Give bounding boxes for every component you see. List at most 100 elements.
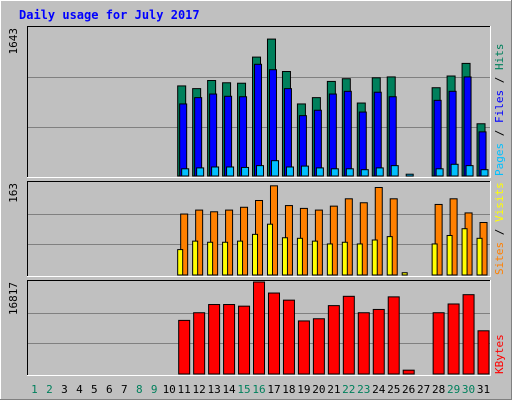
x-tick-label-day-24: 24	[372, 383, 386, 396]
bar-visits-day-14	[222, 241, 229, 276]
bar-visits-day-29	[446, 234, 453, 276]
bar-visits-day-31	[476, 237, 483, 276]
bar-visits-day-23	[356, 243, 363, 276]
x-tick-label-day-5: 5	[91, 383, 98, 396]
bar-kbytes-day-31	[477, 330, 490, 375]
bar-visits-day-11	[177, 249, 184, 276]
bar-pages-day-13	[211, 166, 220, 177]
x-tick-label-day-30: 30	[462, 383, 475, 396]
bar-sites-day-28	[434, 203, 443, 276]
bar-files-day-30	[463, 76, 472, 177]
bar-pages-day-22	[345, 168, 354, 177]
bar-files-day-13	[209, 93, 218, 177]
bar-pages-day-11	[181, 168, 190, 177]
bar-pages-day-29	[450, 163, 459, 177]
x-tick-label-day-22: 22	[342, 383, 355, 396]
bar-pages-day-25	[390, 165, 399, 177]
bar-kbytes-day-21	[327, 305, 340, 375]
x-tick-label-day-15: 15	[237, 383, 250, 396]
bar-files-day-14	[224, 95, 233, 177]
bar-files-day-21	[328, 93, 337, 177]
x-tick-label-day-6: 6	[106, 383, 113, 396]
bar-files-day-25	[388, 96, 397, 177]
bar-kbytes-day-12	[193, 312, 206, 375]
legend-item-files: Files	[493, 90, 506, 123]
bar-kbytes-day-29	[447, 303, 460, 375]
bar-kbytes-day-13	[208, 304, 221, 375]
bar-kbytes-day-25	[387, 296, 400, 375]
bar-visits-day-22	[341, 241, 348, 276]
bar-pages-day-24	[375, 167, 384, 177]
x-tick-label-day-19: 19	[297, 383, 310, 396]
bar-sites-day-21	[329, 205, 338, 276]
x-tick-label-day-21: 21	[327, 383, 340, 396]
bar-visits-day-21	[326, 243, 333, 276]
bar-kbytes-day-24	[372, 308, 385, 375]
bar-visits-day-30	[461, 228, 468, 276]
legend-item-sites: Sites	[493, 242, 506, 275]
panel-visitors-legend: Sites / Visits	[493, 182, 506, 275]
panel-traffic-legend: Pages / Files / Hits	[493, 44, 506, 177]
x-tick-label-day-26: 26	[402, 383, 415, 396]
bar-visits-day-15	[237, 240, 244, 276]
bar-kbytes-day-22	[342, 295, 355, 375]
bar-files-day-15	[239, 96, 248, 177]
legend-item-hits: Hits	[493, 44, 506, 71]
bar-sites-day-24	[374, 187, 383, 276]
bar-files-day-17	[268, 69, 277, 177]
bar-files-day-29	[448, 90, 457, 177]
bar-files-day-16	[254, 63, 263, 177]
panel-visitors-y-max-label: 163	[7, 183, 20, 203]
bar-pages-day-17	[270, 160, 279, 177]
panel-visitors: 163 Sites / Visits	[7, 181, 506, 277]
bar-sites-day-22	[344, 198, 353, 276]
bar-files-day-11	[179, 103, 188, 177]
bar-files-day-24	[373, 91, 382, 177]
bar-pages-day-21	[330, 168, 339, 177]
bar-kbytes-day-18	[282, 299, 295, 375]
x-tick-label-day-28: 28	[432, 383, 445, 396]
bar-kbytes-day-30	[462, 294, 475, 375]
bar-visits-day-17	[266, 223, 273, 276]
bar-files-day-22	[343, 90, 352, 177]
panel-traffic-y-max-label: 1643	[7, 28, 20, 55]
bar-kbytes-day-16	[253, 281, 266, 375]
bar-visits-day-20	[311, 240, 318, 276]
x-tick-label-day-25: 25	[387, 383, 400, 396]
bar-visits-day-18	[281, 237, 288, 276]
bar-kbytes-day-15	[238, 305, 251, 375]
bar-visits-day-13	[207, 241, 214, 276]
bar-pages-day-14	[226, 166, 235, 177]
x-tick-label-day-3: 3	[61, 383, 68, 396]
bar-visits-day-25	[386, 236, 393, 276]
panel-traffic: 1643 Pages / Files / Hits	[7, 26, 506, 178]
x-tick-label-day-12: 12	[193, 383, 206, 396]
bar-files-day-20	[313, 109, 322, 177]
bar-kbytes-day-14	[223, 304, 236, 375]
bar-visits-day-26	[401, 272, 408, 276]
x-tick-label-day-13: 13	[207, 383, 220, 396]
legend-separator: /	[493, 123, 506, 143]
x-tick-label-day-16: 16	[252, 383, 265, 396]
bar-pages-day-15	[241, 166, 250, 177]
bar-kbytes-day-28	[432, 312, 445, 375]
bar-pages-day-20	[315, 167, 324, 177]
x-tick-label-day-23: 23	[357, 383, 370, 396]
bar-kbytes-day-26	[402, 369, 415, 375]
x-tick-label-day-14: 14	[222, 383, 236, 396]
panels-layer: 1643 Pages / Files / Hits 163 Sites / Visit…	[7, 26, 506, 376]
bar-files-day-18	[283, 88, 292, 177]
chart-title: Daily usage for July 2017	[19, 8, 200, 22]
x-tick-label-day-1: 1	[31, 383, 38, 396]
x-tick-label-day-4: 4	[76, 383, 83, 396]
legend-separator: /	[493, 222, 506, 242]
bar-visits-day-24	[371, 239, 378, 276]
x-tick-label-day-11: 11	[178, 383, 191, 396]
x-tick-label-day-7: 7	[121, 383, 128, 396]
bar-files-day-23	[358, 111, 367, 177]
panel-bandwidth: 16817 KBytes	[7, 280, 506, 376]
bar-pages-day-19	[300, 165, 309, 177]
bar-sites-day-23	[359, 202, 368, 276]
x-tick-label-day-17: 17	[267, 383, 280, 396]
